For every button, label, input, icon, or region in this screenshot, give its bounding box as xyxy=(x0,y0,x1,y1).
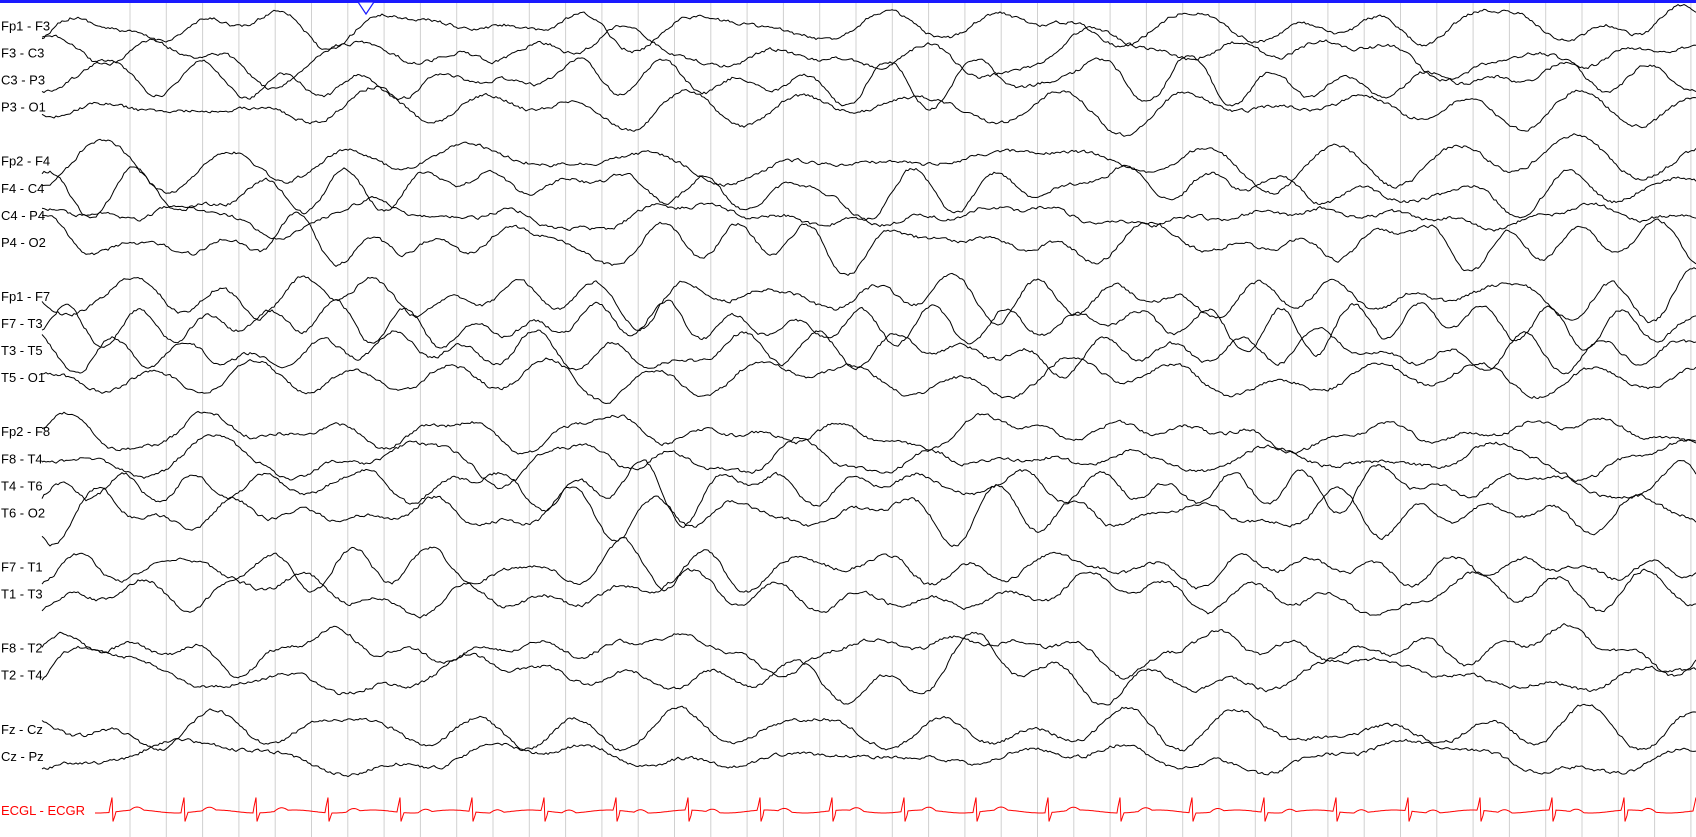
time-cursor[interactable] xyxy=(356,1,376,16)
channel-label: C3 - P3 xyxy=(1,73,45,88)
channel-label: F4 - C4 xyxy=(1,181,44,196)
eeg-trace xyxy=(41,55,1696,111)
eeg-trace xyxy=(41,195,1696,240)
eeg-trace xyxy=(41,267,1696,332)
eeg-trace xyxy=(41,165,1696,221)
eeg-trace xyxy=(41,299,1696,358)
eeg-trace xyxy=(41,703,1696,752)
channel-label: C4 - P4 xyxy=(1,208,45,223)
channel-label: Fp2 - F4 xyxy=(1,154,50,169)
channel-label: Cz - Pz xyxy=(1,749,44,764)
channel-label: T2 - T4 xyxy=(1,668,43,683)
eeg-trace xyxy=(41,85,1696,137)
channel-labels: Fp1 - F3 F3 - C3 C3 - P3 P3 - O1 Fp2 - F4 F4 … xyxy=(1,18,85,817)
eeg-trace xyxy=(41,567,1696,619)
eeg-trace xyxy=(41,410,1696,455)
channel-label: F7 - T1 xyxy=(1,559,43,574)
channel-label: Fp1 - F7 xyxy=(1,289,50,304)
eeg-trace xyxy=(41,536,1696,593)
eeg-trace xyxy=(41,326,1696,379)
eeg-trace xyxy=(41,357,1696,405)
eeg-trace xyxy=(41,211,1696,277)
channel-label: F8 - T4 xyxy=(1,451,43,466)
channel-label: F7 - T3 xyxy=(1,316,43,331)
eeg-trace xyxy=(41,24,1696,90)
time-grid xyxy=(129,3,1692,837)
eeg-trace xyxy=(41,459,1696,528)
channel-label: T3 - T5 xyxy=(1,343,43,358)
eeg-trace xyxy=(41,483,1696,548)
eeg-trace xyxy=(41,631,1696,706)
channel-label: T4 - T6 xyxy=(1,478,43,493)
channel-label: T6 - O2 xyxy=(1,505,45,520)
eeg-trace xyxy=(41,622,1696,680)
channel-label: Fp1 - F3 xyxy=(1,18,50,33)
channel-label: F8 - T2 xyxy=(1,641,43,656)
channel-label: T5 - O1 xyxy=(1,370,45,385)
eeg-trace xyxy=(41,737,1696,778)
eeg-trace xyxy=(41,3,1696,54)
channel-label: Fz - Cz xyxy=(1,722,43,737)
channel-label: ECGL - ECGR xyxy=(1,803,85,818)
eeg-trace xyxy=(41,133,1696,195)
eeg-trace xyxy=(41,434,1696,490)
channel-label: T1 - T3 xyxy=(1,587,43,602)
channel-label: Fp2 - F8 xyxy=(1,424,50,439)
traces xyxy=(41,3,1696,822)
time-bar xyxy=(0,0,1696,3)
channel-label: F3 - C3 xyxy=(1,46,44,61)
channel-label: P4 - O2 xyxy=(1,235,46,250)
ecg-trace xyxy=(95,797,1696,822)
channel-label: P3 - O1 xyxy=(1,100,46,115)
